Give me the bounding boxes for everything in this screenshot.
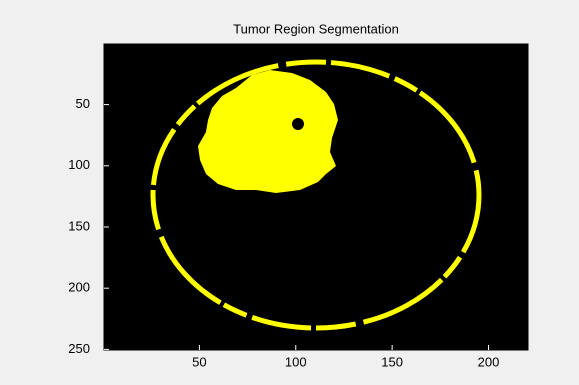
- figure: Tumor Region Segmentation 50 100 150 200 50 1…: [0, 0, 579, 380]
- y-tick-label: 150: [68, 218, 90, 233]
- y-tick-label: 200: [68, 280, 90, 295]
- y-tick-label: 100: [68, 157, 90, 172]
- x-tick-label: 50: [192, 354, 206, 369]
- tumor-hole: [292, 118, 304, 130]
- y-tick-label: 250: [68, 341, 90, 356]
- page: {"chart_data": {"type": "image", "title"…: [0, 0, 579, 380]
- x-tick-label: 200: [478, 354, 500, 369]
- x-tick-label: 150: [381, 354, 403, 369]
- y-tick-label: 50: [76, 96, 90, 111]
- chart-title: Tumor Region Segmentation: [233, 21, 399, 36]
- x-tick-label: 100: [285, 354, 307, 369]
